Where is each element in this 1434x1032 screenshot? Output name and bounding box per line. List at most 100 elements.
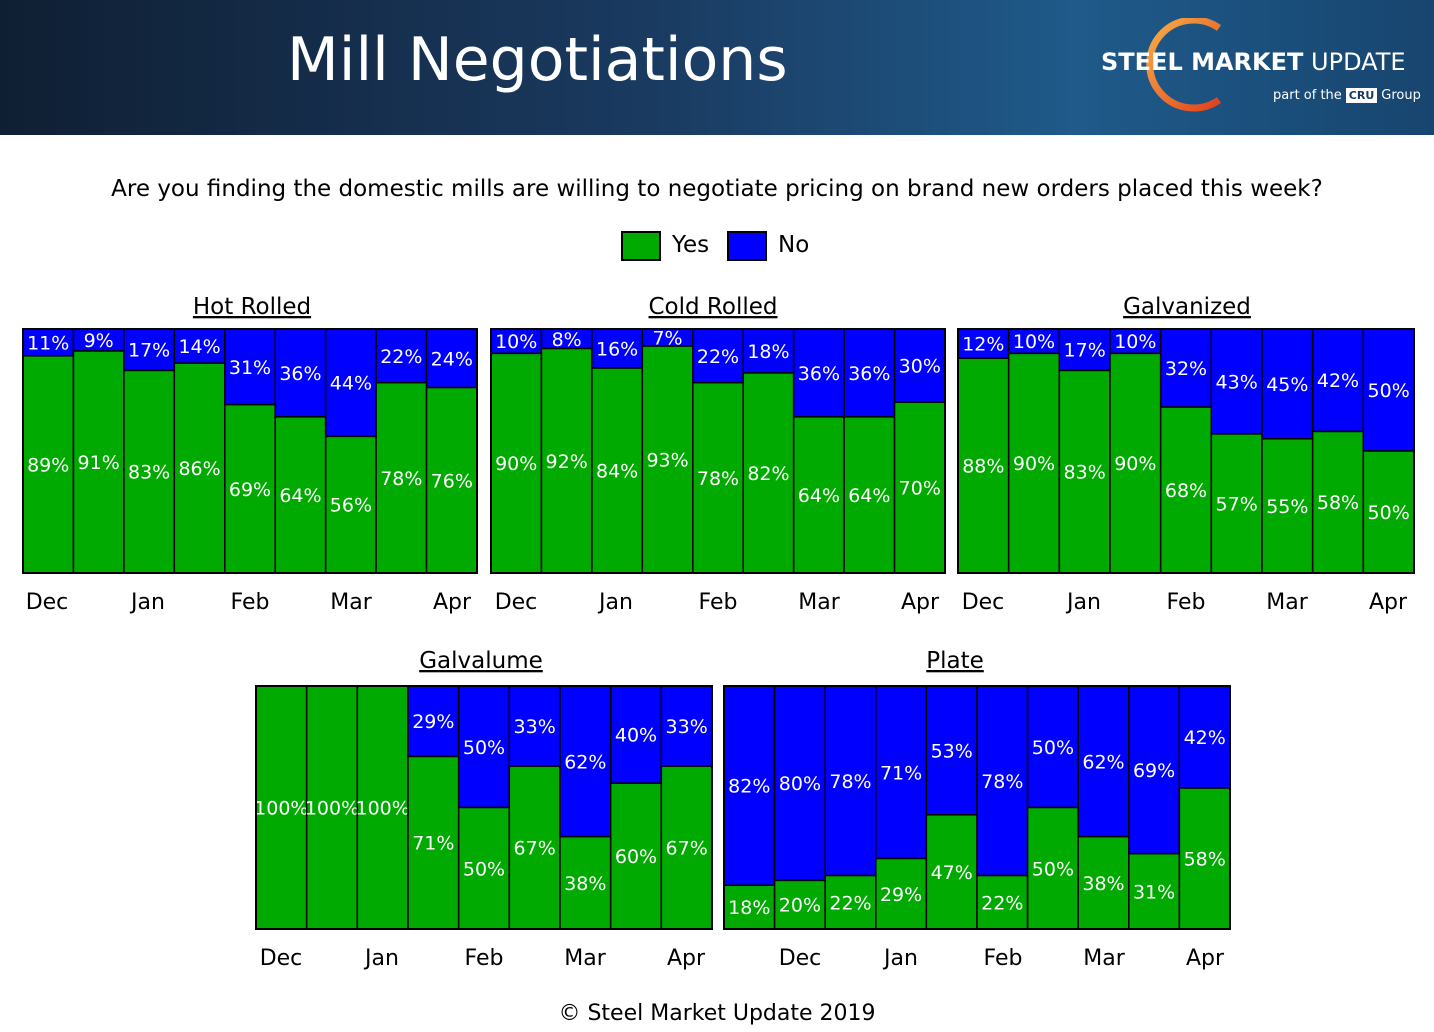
bar-yes-label: 38% <box>1082 873 1124 895</box>
bar-no-segment <box>875 685 928 860</box>
bar-yes-label: 88% <box>962 456 1004 478</box>
cru-logo-box: CRU <box>1345 88 1378 103</box>
bar-no-label: 14% <box>178 336 220 358</box>
bar-yes-label: 58% <box>1317 492 1359 514</box>
bar-no-label: 29% <box>412 711 454 733</box>
bar-yes-segment <box>123 369 176 574</box>
x-tick-label: Dec <box>962 590 1005 615</box>
bar-yes-label: 90% <box>1013 453 1055 475</box>
bar-yes-segment <box>1159 406 1213 574</box>
chart-title: Plate <box>926 648 984 674</box>
bar-no-label: 10% <box>1013 331 1055 353</box>
bar-no-segment <box>1128 685 1181 855</box>
bar-yes-label: 50% <box>463 858 505 880</box>
bar-no-label: 44% <box>330 373 372 395</box>
x-tick-label: Jan <box>1065 590 1101 615</box>
bar-no-label: 36% <box>848 363 890 385</box>
bar-no-segment <box>609 685 663 784</box>
bar-yes-label: 82% <box>747 463 789 485</box>
bar-yes-label: 64% <box>798 485 840 507</box>
legend-label-no: No <box>778 232 810 258</box>
bar-yes-label: 78% <box>697 468 739 490</box>
x-tick-label: Feb <box>984 946 1023 971</box>
bar-no-segment <box>1159 328 1213 408</box>
logo-text-bold: STEEL MARKET <box>1101 48 1304 76</box>
bar-no-label: 45% <box>1266 374 1308 396</box>
bar-no-segment <box>375 328 428 384</box>
chart-cold-rolled: Cold Rolled 10% 90% 8% 92% 16% 84% 7% 93% 22% 78% 1… <box>490 294 946 615</box>
x-tick-label: Dec <box>260 946 303 971</box>
x-tick-label: Apr <box>667 946 706 971</box>
legend-label-yes: Yes <box>672 232 710 258</box>
bar-yes-label: 70% <box>899 478 941 500</box>
bar-no-label: 43% <box>1216 371 1258 393</box>
legend-swatch-no <box>727 231 767 261</box>
chart-frame <box>957 328 1415 574</box>
bar-yes-segment <box>692 381 744 574</box>
chart-frame <box>490 328 946 574</box>
chart-frame <box>255 685 713 930</box>
bar-yes-segment <box>1058 369 1111 574</box>
logo-text: STEEL MARKET UPDATE <box>1101 50 1406 74</box>
logo-text-light: UPDATE <box>1311 48 1406 76</box>
bar-yes-label: 69% <box>229 479 271 501</box>
bar-no-label: 17% <box>1064 340 1106 362</box>
chart-galvanized: Galvanized 12% 88% 10% 90% 17% 83% 10% 90% 32% 68%… <box>957 294 1415 615</box>
bar-yes-label: 67% <box>666 838 708 860</box>
bar-yes-label: 55% <box>1266 496 1308 518</box>
bar-yes-segment <box>893 401 946 574</box>
bar-no-segment <box>925 685 978 816</box>
bar-yes-segment <box>875 857 928 930</box>
chart-frame <box>22 328 478 574</box>
bar-yes-label: 71% <box>412 833 454 855</box>
bar-no-segment <box>957 328 1010 360</box>
bar-no-label: 33% <box>514 716 556 738</box>
x-tick-label: Jan <box>129 590 165 615</box>
x-tick-label: Jan <box>882 946 918 971</box>
bar-yes-label: 100% <box>356 798 410 820</box>
bar-yes-label: 78% <box>380 468 422 490</box>
chart-galvalume: Galvalume100%100%100%29%71%50%50%33%67%6… <box>254 648 713 971</box>
bar-yes-label: 93% <box>646 450 688 472</box>
x-tick-label: Dec <box>26 590 69 615</box>
bar-yes-label: 100% <box>254 798 308 820</box>
bar-yes-label: 38% <box>564 873 606 895</box>
bar-yes-segment <box>976 874 1029 930</box>
chart-hot-rolled: Hot Rolled 11% 89% 9% 91% 17% 83% 14% 86% 31% 69% 3… <box>22 294 478 615</box>
bar-no-label: 10% <box>1114 331 1156 353</box>
x-tick-label: Jan <box>597 590 633 615</box>
bar-yes-label: 83% <box>128 462 170 484</box>
bar-no-label: 50% <box>1368 380 1410 402</box>
bar-no-segment <box>1210 328 1263 435</box>
x-tick-label: Mar <box>564 946 606 971</box>
logo-sub-before: part of the <box>1273 88 1342 103</box>
x-tick-label: Feb <box>1167 590 1206 615</box>
bar-yes-segment <box>1007 352 1061 574</box>
bar-yes-segment <box>407 755 460 930</box>
chart-title: Galvalume <box>419 648 543 674</box>
x-tick-label: Feb <box>699 590 738 615</box>
bar-yes-label: 50% <box>1368 502 1410 524</box>
bar-no-segment <box>824 685 877 877</box>
x-tick-label: Apr <box>901 590 940 615</box>
bar-no-label: 11% <box>27 332 69 354</box>
bar-yes-label: 22% <box>981 892 1023 914</box>
chart-plate: Plate 82% 18% 80% 20% 78% 22% 71% 29% 53% 47% 78% 22… <box>723 648 1231 971</box>
bar-yes-segment <box>224 403 276 574</box>
bar-no-label: 62% <box>1082 751 1124 773</box>
bar-no-label: 7% <box>652 328 682 350</box>
x-tick-label: Mar <box>1266 590 1308 615</box>
x-tick-label: Feb <box>465 946 504 971</box>
x-tick-label: Apr <box>1186 946 1225 971</box>
bar-yes-segment <box>1178 787 1231 930</box>
x-tick-label: Feb <box>231 590 270 615</box>
bar-no-label: 62% <box>564 751 606 773</box>
bar-no-label: 50% <box>1032 737 1074 759</box>
bar-yes-segment <box>1026 806 1079 930</box>
bar-no-label: 42% <box>1317 370 1359 392</box>
x-tick-label: Apr <box>433 590 472 615</box>
bar-no-segment <box>407 685 460 758</box>
bar-yes-label: 57% <box>1216 493 1258 515</box>
bar-yes-label: 100% <box>305 798 359 820</box>
